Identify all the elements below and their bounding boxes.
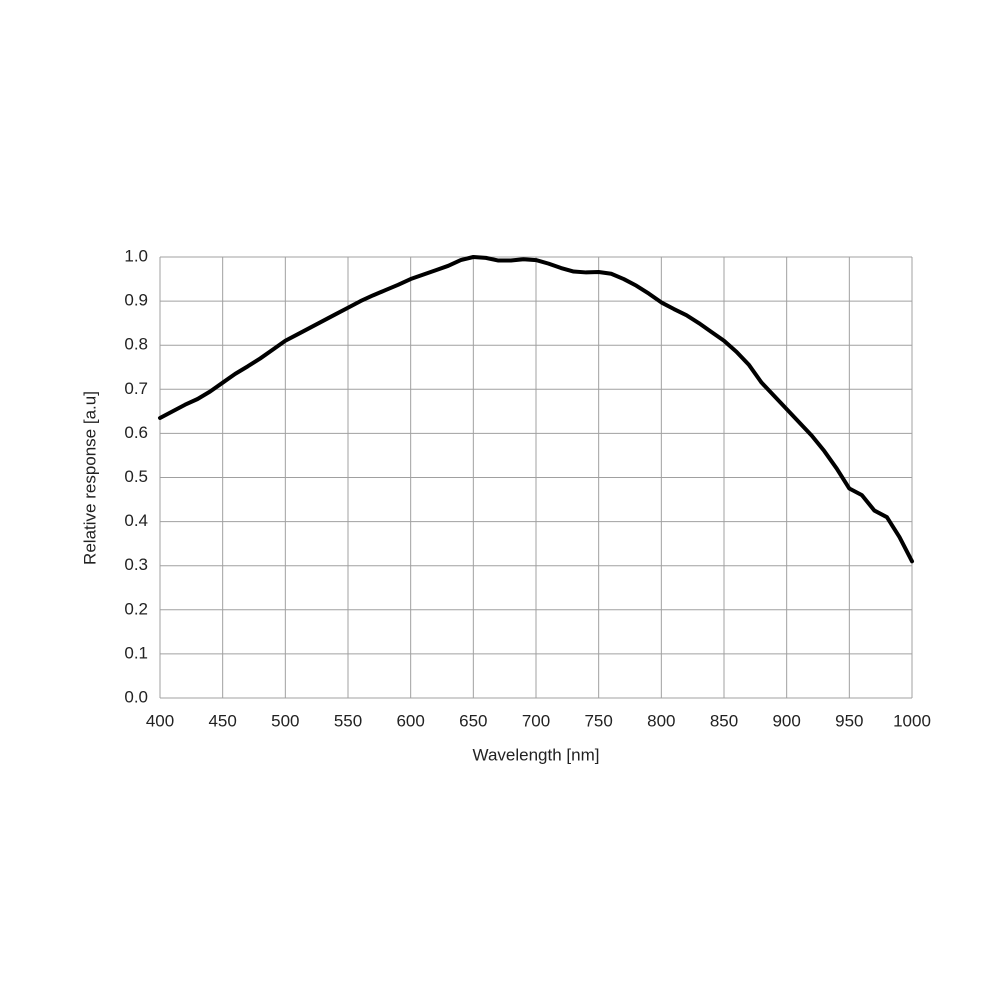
y-tick-label: 0.4 [124,511,148,530]
y-axis-title: Relative response [a.u] [80,391,99,565]
x-tick-label: 800 [647,711,675,730]
x-tick-label: 550 [334,711,362,730]
x-tick-label: 500 [271,711,299,730]
x-tick-label: 450 [208,711,236,730]
x-axis-title: Wavelength [nm] [473,745,600,764]
y-tick-label: 1.0 [124,246,148,265]
data-line [158,255,914,564]
y-tick-label: 0.5 [124,467,148,486]
y-tick-label: 0.6 [124,423,148,442]
y-tick-label: 0.3 [124,555,148,574]
y-tick-label: 0.0 [124,687,148,706]
y-tick-label: 0.7 [124,379,148,398]
x-tick-label: 950 [835,711,863,730]
y-tick-label: 0.1 [124,643,148,662]
y-tick-label: 0.2 [124,599,148,618]
x-tick-label: 600 [396,711,424,730]
x-tick-label: 700 [522,711,550,730]
x-tick-label: 750 [584,711,612,730]
y-tick-label: 0.9 [124,291,148,310]
x-tick-label: 650 [459,711,487,730]
x-tick-label: 850 [710,711,738,730]
x-tick-label: 1000 [893,711,931,730]
x-tick-label: 400 [146,711,174,730]
x-tick-label: 900 [772,711,800,730]
y-tick-label: 0.8 [124,335,148,354]
